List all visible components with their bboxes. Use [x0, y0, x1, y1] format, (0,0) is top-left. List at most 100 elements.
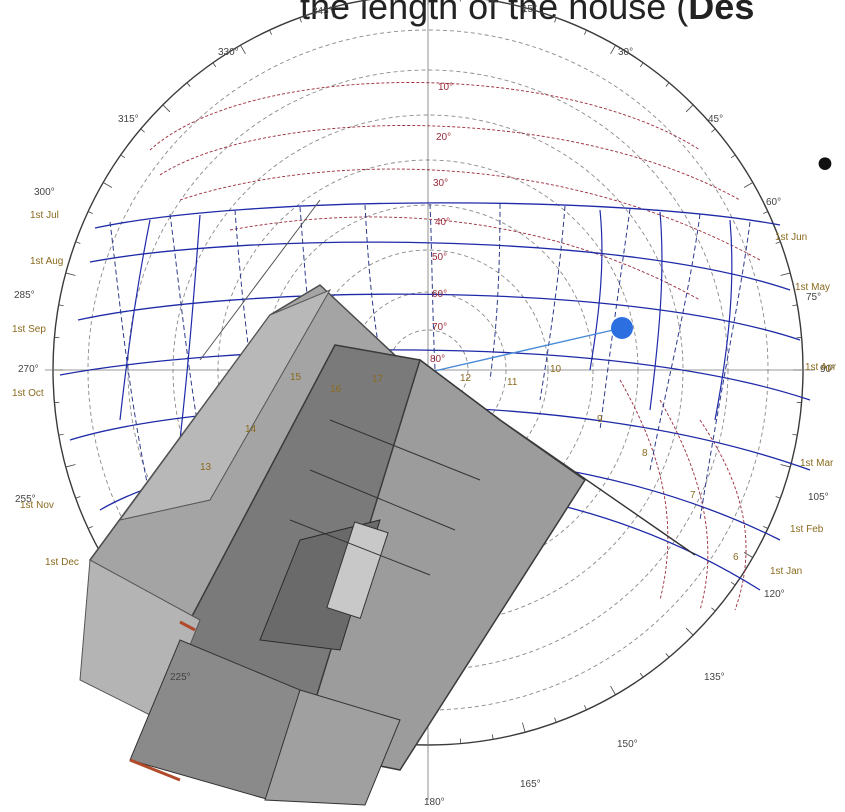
- azimuth-label: 300°: [34, 187, 55, 198]
- tick-mark: [775, 241, 781, 244]
- tick-mark: [743, 552, 753, 558]
- plan-hour-label: 14: [245, 424, 257, 435]
- tick-mark: [330, 7, 334, 18]
- azimuth-label: 60°: [766, 197, 781, 208]
- tick-mark: [554, 717, 557, 723]
- tick-mark: [103, 182, 113, 188]
- plan-hour-label: 13: [200, 462, 212, 473]
- month-label-right: 1st Jun: [775, 232, 807, 243]
- month-label-right: 1st Feb: [790, 524, 824, 535]
- tick-mark: [58, 304, 64, 307]
- azimuth-label: 345°: [312, 6, 333, 17]
- altitude-label: 20°: [436, 132, 451, 143]
- tick-mark: [584, 705, 587, 711]
- azimuth-label: 180°: [424, 797, 445, 808]
- azimuth-label: 255°: [15, 494, 36, 505]
- sun-ray: [429, 327, 623, 373]
- hour-label: 12: [460, 373, 472, 384]
- azimuth-label: 30°: [618, 47, 633, 58]
- azimuth-label: 105°: [808, 492, 829, 503]
- tick-mark: [269, 29, 272, 35]
- plan-hour-label: 15: [290, 372, 302, 383]
- tick-mark: [639, 672, 644, 678]
- tick-mark: [665, 653, 670, 658]
- diagonal-line-nw: [199, 199, 321, 361]
- tick-mark: [711, 607, 716, 612]
- month-label-left: 1st Jul: [30, 210, 59, 221]
- tick-mark: [685, 104, 694, 113]
- azimuth-label: 135°: [704, 672, 725, 683]
- tick-mark: [730, 581, 736, 586]
- tick-mark: [65, 464, 76, 468]
- tick-mark: [362, 0, 365, 6]
- month-label-left: 1st Oct: [12, 388, 44, 399]
- plan-hour-label: 16: [330, 384, 342, 395]
- azimuth-label: 120°: [764, 589, 785, 600]
- tick-mark: [711, 128, 716, 133]
- tick-mark: [87, 211, 93, 214]
- ridge-line-1: [329, 419, 481, 481]
- altitude-label: 70°: [432, 322, 447, 333]
- bullet-marker: •: [812, 140, 838, 191]
- tick-mark: [763, 526, 769, 529]
- tick-mark: [610, 45, 616, 55]
- tick-mark: [522, 722, 526, 733]
- house-model: [79, 284, 587, 806]
- month-label-left: 1st Nov: [20, 500, 54, 511]
- azimuth-label: 225°: [170, 672, 191, 683]
- slide-heading: the length of the house (Des: [300, 0, 754, 28]
- azimuth-label: 330°: [218, 47, 239, 58]
- tick-mark: [743, 182, 753, 188]
- altitude-label: 10°: [438, 82, 453, 93]
- plan-hour-label: 17: [372, 374, 384, 385]
- tick-mark: [584, 29, 587, 35]
- tick-mark: [140, 128, 145, 133]
- tick-mark: [75, 496, 81, 499]
- altitude-label: 60°: [432, 289, 447, 300]
- azimuth-label: 270°: [18, 364, 39, 375]
- altitude-label: 80°: [430, 354, 445, 365]
- month-label-left: 1st Dec: [45, 557, 79, 568]
- heading-text: the length of the house (: [300, 0, 689, 27]
- hour-label: 6: [733, 552, 739, 563]
- hour-label: 7: [690, 490, 696, 501]
- month-label-right: 1st Apr: [805, 362, 837, 373]
- month-label-right: 1st Jan: [770, 566, 802, 577]
- hour-label: 11: [507, 377, 518, 388]
- diagram-labels: 15° 30° 45° 60° 75° 90° 105° 120° 135° 150° 165° 18…: [12, 4, 837, 808]
- tick-mark: [775, 496, 781, 499]
- tick-mark: [491, 734, 494, 740]
- azimuth-label: 75°: [806, 292, 821, 303]
- tick-mark: [162, 104, 171, 113]
- ridge-line-2: [309, 469, 456, 531]
- hour-curves: [119, 209, 733, 441]
- tick-mark: [212, 62, 217, 68]
- altitude-label: 40°: [435, 217, 450, 228]
- ridge-line-3: [289, 519, 431, 576]
- tick-mark: [780, 272, 791, 276]
- month-label-right: 1st May: [795, 282, 830, 293]
- azimuth-label: 15°: [522, 4, 537, 15]
- tick-mark: [763, 211, 769, 214]
- tick-mark: [685, 627, 694, 636]
- skylight: [326, 521, 389, 619]
- hour-label: 10: [550, 364, 562, 375]
- sun-position-marker: [611, 317, 633, 339]
- month-label-left: 1st Aug: [30, 256, 63, 267]
- tick-mark: [639, 62, 644, 68]
- tick-mark: [792, 304, 798, 307]
- tick-mark: [780, 464, 791, 468]
- azimuth-label: 45°: [708, 114, 723, 125]
- tick-mark: [120, 154, 126, 159]
- roof-upper-left: [118, 288, 332, 521]
- altitude-label: 30°: [433, 178, 448, 189]
- tick-mark: [299, 17, 302, 23]
- edge-accent-2: [129, 758, 181, 782]
- tick-mark: [58, 433, 64, 436]
- month-label-right: 1st Mar: [800, 458, 834, 469]
- azimuth-label: 165°: [520, 779, 541, 790]
- tick-mark: [792, 433, 798, 436]
- azimuth-label: 315°: [118, 114, 139, 125]
- month-label-left: 1st Sep: [12, 324, 46, 335]
